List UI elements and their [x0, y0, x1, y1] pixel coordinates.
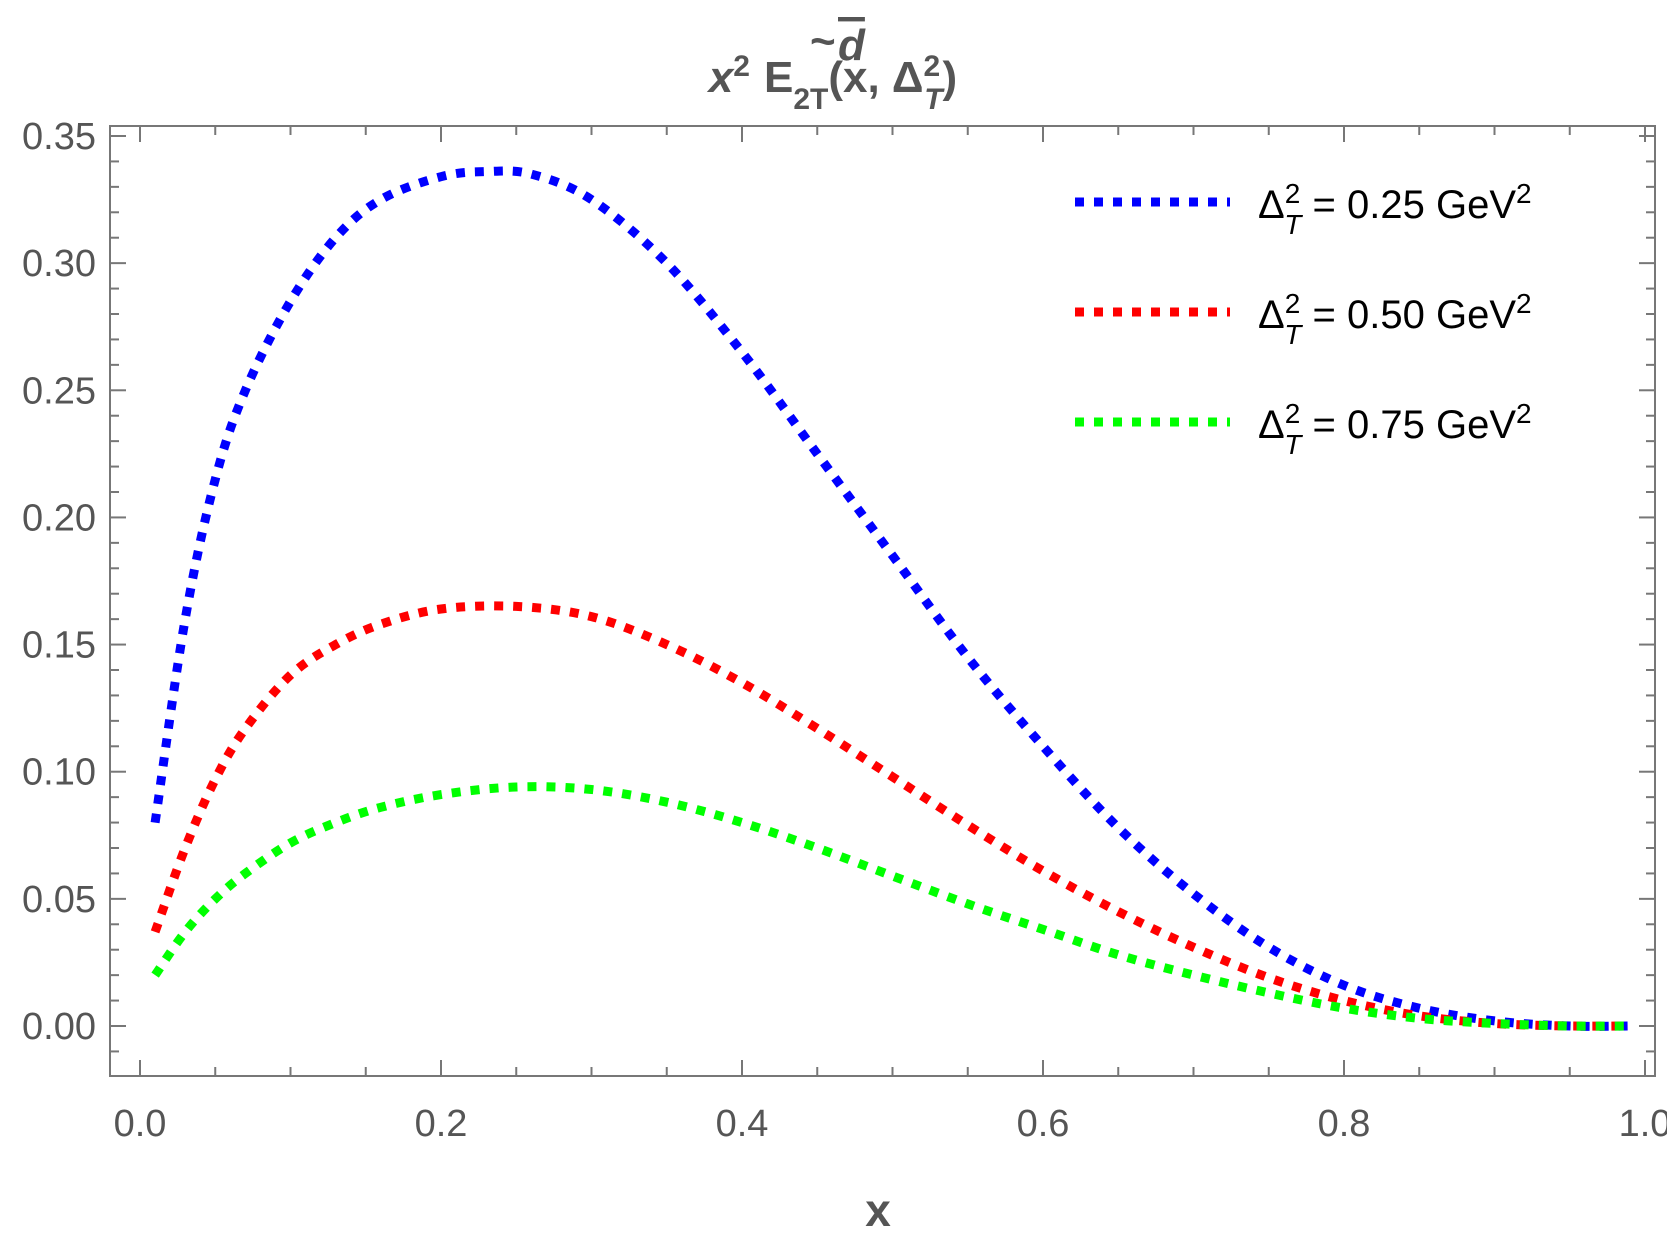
chart-title-tilde: ~ [810, 17, 836, 66]
legend-label-2: Δ2 T = 0.75 GeV2 [1258, 398, 1532, 460]
x-tick-label: 1.0 [1619, 1103, 1667, 1145]
x-tick-label: 0.0 [114, 1103, 167, 1145]
chart-title: x2 E2T(x, Δ2 T) [707, 50, 957, 116]
legend: Δ2 T = 0.25 GeV2 Δ2 T = 0.50 GeV2 Δ2 T = 0.… [1075, 178, 1532, 460]
x-tick-label: 0.2 [415, 1103, 468, 1145]
legend-label-0: Δ2 T = 0.25 GeV2 [1258, 178, 1532, 240]
x-tick-label: 0.4 [716, 1103, 769, 1145]
y-tick-label: 0.30 [22, 243, 96, 285]
series-line-2 [151, 782, 1631, 1031]
y-tick-label: 0.10 [22, 752, 96, 794]
y-tick-label: 0.20 [22, 497, 96, 539]
y-tick-label: 0.15 [22, 625, 96, 667]
y-tick-label: 0.00 [22, 1006, 96, 1048]
legend-item-0: Δ2 T = 0.25 GeV2 [1075, 178, 1532, 240]
y-tick-label: 0.05 [22, 879, 96, 921]
y-tick-label: 0.25 [22, 370, 96, 412]
y-tick-label: 0.35 [22, 116, 96, 158]
chart-title-flavor: d [838, 21, 866, 70]
x-tick-label: 0.6 [1017, 1103, 1070, 1145]
series-line-0 [150, 166, 1631, 1031]
x-tick-label: 0.8 [1318, 1103, 1371, 1145]
legend-item-1: Δ2 T = 0.50 GeV2 [1075, 288, 1532, 350]
x-axis-label: x [865, 1184, 891, 1236]
plot-frame [109, 125, 1656, 1077]
series-line-1 [150, 601, 1631, 1031]
legend-label-1: Δ2 T = 0.50 GeV2 [1258, 288, 1532, 350]
legend-item-2: Δ2 T = 0.75 GeV2 [1075, 398, 1532, 460]
series-layer [150, 166, 1631, 1031]
axes: 0.0 0.2 0.4 0.6 0.8 1.0 0.00 0.05 0.10 0.15 0.20 0.… [22, 116, 1667, 1145]
